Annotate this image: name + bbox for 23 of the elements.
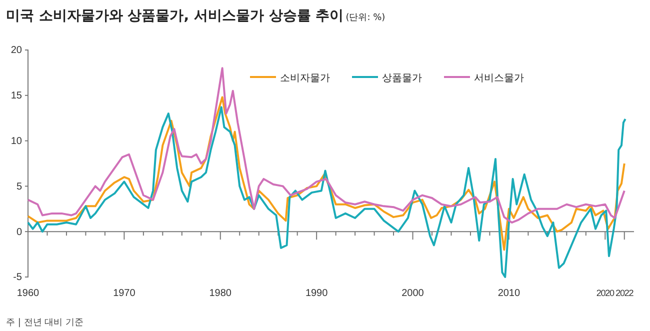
y-tick-label: -5 (13, 272, 22, 284)
y-tick-label: 10 (10, 136, 22, 147)
x-tick-label: 1990 (305, 288, 328, 299)
x-tick-label: 2010 (498, 288, 521, 299)
legend-label: 상품물가 (382, 73, 422, 84)
chart-subtitle: (단위: %) (346, 13, 386, 23)
x-tick-label: 2022 (616, 288, 634, 298)
y-tick-label: 20 (10, 45, 22, 56)
x-tick-label: 1980 (209, 288, 232, 299)
x-tick-label: 2020 (596, 288, 615, 298)
y-tick-label: 0 (16, 226, 22, 238)
line-series (27, 106, 626, 278)
x-tick-label: 2000 (402, 288, 424, 299)
legend-label: 소비자물가 (280, 73, 330, 84)
line-series (27, 96, 626, 251)
chart-title: 미국 소비자물가와 상품물가, 서비스물가 상승률 추이 (6, 8, 344, 24)
line-series (27, 67, 626, 224)
text: 주 | 전년 대비 기준 (6, 318, 84, 328)
legend-label: 서비스물가 (474, 73, 524, 84)
x-tick-label: 1960 (16, 288, 40, 299)
y-tick-label: 15 (10, 90, 22, 102)
x-tick-label: 1970 (113, 288, 136, 299)
y-tick-label: 5 (16, 181, 22, 192)
